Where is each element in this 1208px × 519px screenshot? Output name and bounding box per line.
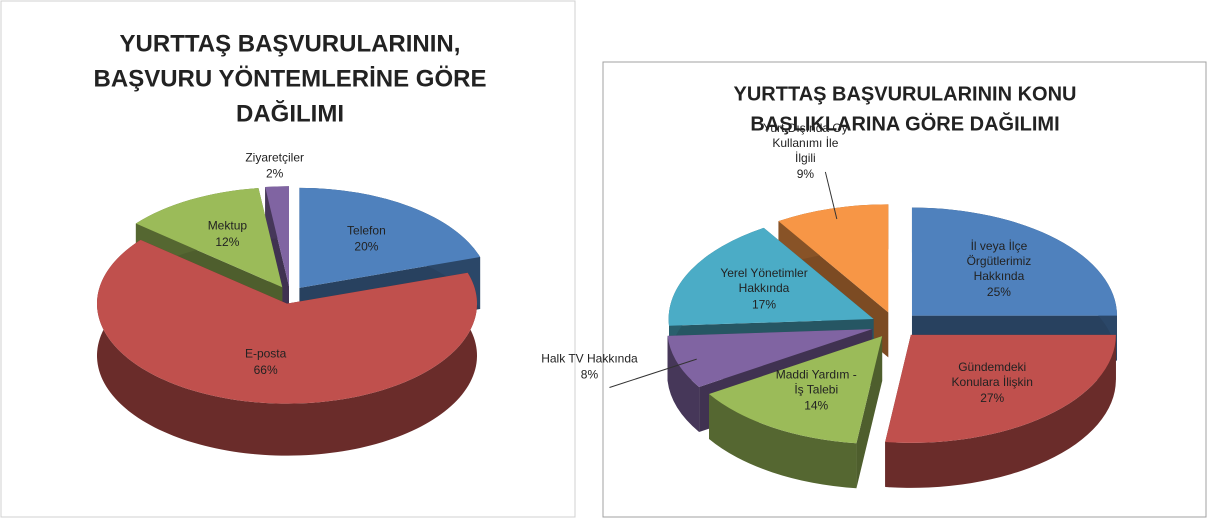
data-label-name: İl veya İlçe Örgütlerimiz Hakkında bbox=[967, 239, 1032, 283]
slice bbox=[668, 227, 874, 326]
data-label-name: E-posta bbox=[245, 347, 287, 361]
slice-side bbox=[885, 334, 1116, 488]
slice bbox=[299, 187, 481, 288]
data-label-name: Yurt Dışında Oy Kullanımı İle İlgili bbox=[763, 121, 848, 165]
chart-title: YURTTAŞ BAŞVURULARININ KONU bbox=[734, 83, 1077, 105]
data-label-name: Maddi Yardım -İş Talebi bbox=[776, 368, 857, 397]
data-label: 17% bbox=[752, 297, 776, 311]
slice-group bbox=[709, 336, 883, 489]
chart-title: BAŞVURU YÖNTEMLERİNE GÖRE bbox=[94, 65, 487, 92]
data-label: 9% bbox=[797, 167, 815, 181]
slice bbox=[97, 239, 478, 404]
data-label-name: Ziyaretçiler bbox=[245, 151, 304, 165]
slice bbox=[885, 334, 1116, 443]
data-label: 27% bbox=[980, 391, 1004, 405]
chart-title: BAŞLIKLARINA GÖRE DAĞILIMI bbox=[750, 111, 1059, 135]
slice bbox=[265, 186, 289, 287]
leader-line bbox=[609, 358, 697, 388]
leader-line bbox=[824, 171, 838, 220]
data-label: 66% bbox=[254, 363, 278, 377]
slice-side bbox=[709, 394, 857, 489]
data-label-name: Yerel Yönetimler Hakkında bbox=[720, 266, 807, 295]
slice bbox=[709, 336, 883, 444]
slice-group bbox=[885, 334, 1116, 488]
data-label-name: Telefon bbox=[347, 224, 386, 238]
data-label: 20% bbox=[354, 240, 378, 254]
slice bbox=[135, 188, 283, 288]
slice-side bbox=[97, 239, 478, 456]
slice-group bbox=[97, 239, 478, 456]
slice bbox=[667, 329, 873, 387]
data-label-name: Gündemdeki Konulara İlişkin bbox=[952, 360, 1033, 389]
chart-title: YURTTAŞ BAŞVURULARININ, bbox=[120, 30, 461, 57]
data-label-name: Mektup bbox=[208, 219, 248, 233]
slice bbox=[911, 207, 1117, 316]
data-label: 8% bbox=[581, 368, 599, 382]
data-label: 25% bbox=[987, 285, 1011, 299]
data-label: 2% bbox=[266, 167, 284, 181]
chart-title: DAĞILIMI bbox=[236, 99, 344, 127]
data-label: 14% bbox=[804, 399, 828, 413]
data-label-name: Halk TV Hakkında bbox=[541, 352, 638, 366]
slice-group bbox=[265, 186, 289, 339]
slice-side bbox=[667, 335, 700, 432]
data-label: 12% bbox=[215, 235, 239, 249]
slice bbox=[778, 204, 889, 313]
